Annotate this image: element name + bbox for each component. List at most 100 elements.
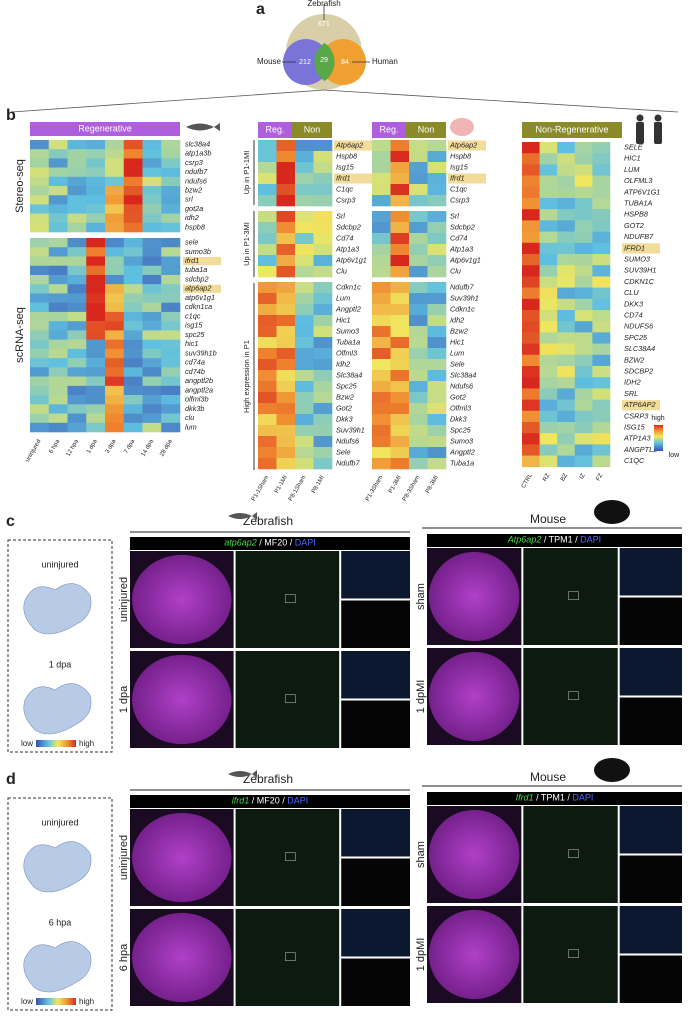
heatmap-cell (372, 337, 391, 349)
heatmap-cell (86, 195, 106, 205)
label: 671 (318, 21, 330, 28)
heatmap-cell (574, 354, 593, 367)
heatmap-cell (161, 330, 181, 340)
heatmap-cell (48, 321, 68, 331)
heatmap-cell (295, 348, 314, 360)
gene-label: ATP1A3 (623, 434, 651, 443)
micro-tissue (132, 554, 232, 645)
heatmap-cell (48, 311, 68, 322)
stain-bar (427, 792, 682, 805)
heatmap-cell (313, 326, 333, 338)
micro-green (235, 551, 340, 648)
heatmap-cell (276, 282, 296, 294)
row-label: 1 dpMI (415, 680, 427, 714)
sample-label: P8-1Sham (288, 475, 307, 503)
heatmap-cell (67, 404, 87, 414)
heatmap-cell (313, 359, 333, 371)
heatmap-cell (48, 176, 68, 187)
heatmap-cell (409, 425, 428, 437)
gene-label: Suv39h1 (336, 425, 365, 434)
gene-label: spc25 (185, 330, 205, 339)
gene-label: Cd74 (450, 233, 467, 242)
heatmap-cell (313, 282, 333, 294)
heatmap-cell (258, 233, 277, 245)
heatmap-cell (427, 151, 447, 163)
heatmap-cell (276, 244, 296, 256)
heatmap-cell (592, 366, 611, 378)
heatmap-cell (372, 151, 391, 163)
heatmap-cell (372, 222, 391, 234)
heatmap-cell (313, 403, 333, 415)
heatmap-cell (105, 321, 125, 331)
heatmap-cell (276, 370, 296, 382)
heatmap-cell (86, 358, 106, 368)
fish-icon (228, 770, 257, 778)
heatmap-cell (123, 330, 143, 340)
heatmap-cell (574, 153, 593, 165)
gene-label: SRL (624, 389, 638, 398)
heatmap-cell (427, 266, 447, 278)
heatmap-cell (48, 238, 68, 248)
micro-inset-box (568, 591, 579, 600)
spatial-tissue (23, 841, 92, 893)
heatmap-cell (557, 433, 576, 445)
heatmap-cell (67, 321, 87, 331)
heatmap-cell (390, 244, 410, 256)
heatmap-cell (86, 213, 106, 224)
heatmap-cell (123, 158, 143, 168)
heatmap-cell (372, 304, 391, 316)
heatmap-cell (409, 414, 428, 426)
heatmap-cell (522, 164, 540, 176)
heatmap-cell (105, 330, 125, 340)
heatmap-cell (30, 376, 50, 387)
heatmap-cell (276, 211, 296, 223)
heatmap-cell (557, 254, 576, 266)
heatmap-cell (295, 162, 314, 174)
gene-label: Isg15 (450, 162, 469, 171)
heatmap-cell (427, 436, 447, 448)
heatmap-cell (372, 244, 391, 256)
heatmap-cell (258, 436, 277, 448)
sample-label: 12 hpa (66, 438, 81, 457)
zoom-line (323, 89, 679, 113)
heatmap-cell (522, 142, 540, 154)
label: low (669, 452, 680, 459)
gene-label: Atp6v1g1 (335, 255, 367, 264)
heatmap-cell (539, 231, 558, 244)
label: Human (372, 57, 398, 66)
heatmap-cell (557, 231, 576, 244)
heatmap-cell (574, 444, 593, 456)
label: Non-Regenerative (535, 124, 608, 134)
heatmap-cell (276, 326, 296, 338)
heatmap-cell (409, 195, 428, 207)
heatmap-cell (48, 358, 68, 368)
heatmap-cell (522, 444, 540, 456)
heatmap-cell (539, 399, 558, 412)
heatmap-cell (142, 302, 162, 313)
heatmap-cell (539, 455, 558, 468)
heatmap-cell (123, 195, 143, 205)
heatmap-cell (427, 337, 447, 349)
gene-highlight (334, 173, 372, 184)
heatmap-cell (142, 274, 162, 285)
heatmap-cell (557, 242, 576, 255)
heatmap-cell (539, 444, 558, 456)
heatmap-cell (427, 414, 447, 426)
gene-highlight (622, 243, 660, 254)
heatmap-cell (592, 287, 611, 300)
heatmap-cell (522, 231, 540, 244)
heatmap-cell (409, 244, 428, 256)
heatmap-cell (372, 184, 391, 196)
gene-label: Atp6ap2 (449, 140, 477, 149)
heatmap-cell (30, 158, 50, 168)
gene-label: ANGPTL2 (623, 445, 657, 454)
gene-label: cd74a (185, 358, 205, 367)
heatmap-cell (123, 293, 143, 303)
heatmap-cell (48, 348, 68, 359)
heatmap-cell (30, 330, 50, 340)
heatmap-cell (30, 265, 50, 276)
heatmap-cell (295, 304, 314, 316)
gene-label: atp1a3b (185, 149, 211, 158)
heatmap-cell (105, 256, 125, 266)
heatmap-cell (409, 255, 428, 267)
